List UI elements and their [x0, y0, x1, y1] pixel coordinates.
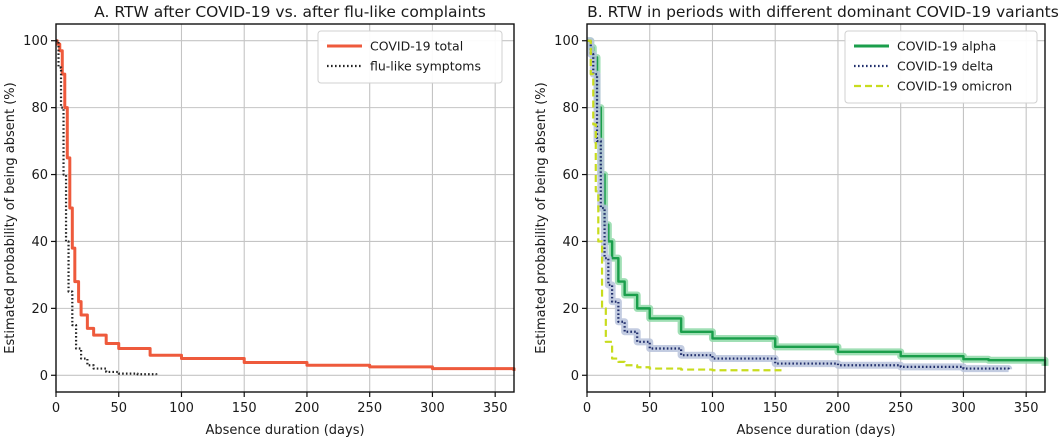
x-tick-label: 50 [641, 401, 658, 416]
y-tick-label: 80 [31, 101, 48, 116]
y-tick-label: 100 [554, 34, 579, 49]
chart-title: B. RTW in periods with different dominan… [587, 3, 1059, 21]
legend-label: COVID-19 alpha [897, 39, 996, 54]
x-tick-label: 350 [483, 401, 508, 416]
legend-label: COVID-19 total [370, 39, 463, 54]
y-tick-label: 20 [31, 302, 48, 317]
x-tick-label: 250 [888, 401, 913, 416]
x-tick-label: 50 [110, 401, 127, 416]
series-flu-like-symptoms-line [56, 39, 158, 376]
x-tick-label: 200 [826, 401, 851, 416]
chart-panel-b: 0 50 100 150 200 250 300 350 0 20 40 60 80 100 B. RTW … [534, 3, 1059, 438]
legend-label: flu-like symptoms [370, 59, 481, 74]
y-tick-label: 20 [562, 302, 579, 317]
x-axis-label: Absence duration (days) [205, 423, 364, 438]
series-covid-19-delta-line [587, 39, 1010, 370]
x-tick-label: 300 [420, 401, 445, 416]
series-covid-19-omicron-line [587, 39, 783, 372]
chart-panel-a: 0 50 100 150 200 250 300 350 0 20 40 60 80 100 A. RTW … [3, 3, 516, 438]
plot-frame [586, 23, 1046, 393]
legend: COVID-19 total flu-like symptoms [317, 30, 503, 84]
y-tick-label: 40 [562, 235, 579, 250]
x-tick-label: 0 [52, 401, 60, 416]
y-tick-label: 100 [23, 34, 48, 49]
x-tick-label: 150 [763, 401, 788, 416]
y-axis-label: Estimated probability of being absent (%… [3, 82, 18, 353]
legend-label: COVID-19 omicron [897, 79, 1012, 94]
x-tick-label: 0 [583, 401, 591, 416]
x-tick-label: 200 [295, 401, 320, 416]
legend-box [317, 30, 503, 84]
x-tick-label: 100 [169, 401, 194, 416]
y-tick-label: 80 [562, 101, 579, 116]
x-tick-label: 250 [357, 401, 382, 416]
plot-frame [55, 23, 515, 393]
x-axis-label: Absence duration (days) [736, 423, 895, 438]
x-tick-label: 350 [1014, 401, 1039, 416]
y-axis-label: Estimated probability of being absent (%… [534, 82, 549, 353]
legend: COVID-19 alpha COVID-19 delta COVID-19 omi… [844, 30, 1038, 104]
y-tick-label: 0 [571, 369, 579, 384]
x-tick-label: 300 [951, 401, 976, 416]
series-covid-19-total-line [55, 39, 516, 371]
y-tick-label: 0 [40, 369, 48, 384]
chart-title: A. RTW after COVID-19 vs. after flu-like… [94, 3, 486, 21]
x-tick-label: 150 [232, 401, 257, 416]
x-tick-label: 100 [700, 401, 725, 416]
y-tick-label: 60 [562, 168, 579, 183]
legend-label: COVID-19 delta [897, 59, 993, 74]
y-tick-label: 40 [31, 235, 48, 250]
legend-box [844, 30, 1038, 104]
y-tick-label: 60 [31, 168, 48, 183]
